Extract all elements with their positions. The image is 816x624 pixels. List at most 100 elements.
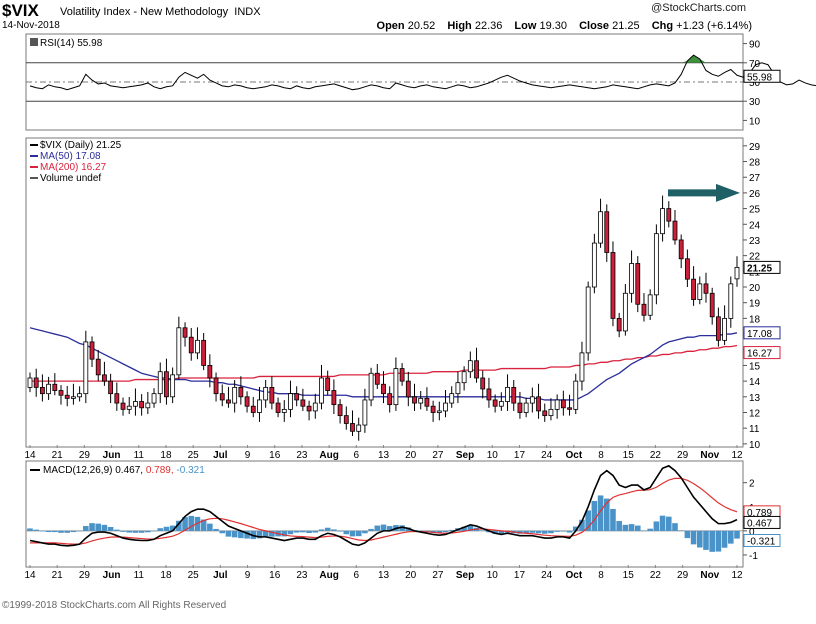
macd-histogram-bar (262, 530, 269, 537)
candle-body (58, 390, 64, 396)
candle-body (560, 399, 566, 409)
candle-body (157, 371, 163, 395)
macd-histogram-bar (678, 530, 684, 531)
brand-logo: @StockCharts.com (651, 2, 746, 14)
candle-body (269, 386, 275, 404)
macd-histogram-bar (696, 530, 703, 548)
candle-body (542, 410, 548, 417)
macd-histogram-bar (107, 527, 114, 531)
rsi-legend: RSI(14) 55.98 (40, 38, 103, 49)
macd-histogram-bar (362, 530, 368, 534)
annotation-arrow-head (716, 183, 740, 202)
macd-last-box (743, 515, 781, 529)
macd-x-tick-label: 20 (405, 570, 417, 581)
macd-histogram-bar (610, 508, 616, 531)
candle-body (95, 358, 101, 376)
candle-body (176, 327, 182, 376)
chg-value: +1.23 (+6.14%) (676, 20, 752, 32)
candle-body (77, 393, 83, 398)
candle-body (232, 386, 238, 404)
macd-legend: MACD(12,26,9) 0.467, 0.789, -0.321 (43, 465, 205, 476)
candle-body (511, 386, 517, 404)
open-label: Open (376, 20, 405, 32)
macd-histogram-bar (436, 530, 443, 534)
macd-hist-last-box (743, 534, 781, 547)
macd-histogram-bar (287, 530, 294, 535)
macd-x-tick-label: Jul (213, 570, 228, 581)
candle-body (356, 424, 362, 432)
candle-body (573, 380, 579, 410)
macd-histogram-bar (145, 530, 151, 533)
price-tick-label: 12 (749, 408, 761, 419)
candle-body (288, 393, 293, 410)
macd-histogram-bar (33, 529, 39, 531)
price-x-tick-label: 21 (52, 450, 64, 461)
macd-histogram-bar (560, 530, 567, 532)
rsi-tick-label: 10 (749, 116, 761, 127)
candle-body (616, 317, 622, 332)
price-tick-label: 25 (749, 205, 761, 216)
macd-histogram-bar (213, 528, 219, 531)
macd-histogram-bar (324, 527, 331, 531)
macd-tick-label: 0 (749, 527, 755, 538)
ma50-legend: MA(50) 17.08 (40, 151, 101, 162)
candle-body (52, 383, 58, 391)
macd-histogram-bar (231, 530, 238, 538)
macd-histogram-bar (269, 530, 275, 537)
price-x-tick-label: 9 (245, 450, 251, 461)
macd-histogram-bar (194, 516, 201, 531)
price-x-tick-label: 29 (79, 450, 91, 461)
candle-body (653, 233, 659, 296)
candle-body (709, 292, 715, 318)
macd-histogram-bar (176, 520, 182, 531)
candle-body (405, 380, 411, 398)
candle-body (579, 352, 585, 382)
macd-histogram-bar (312, 530, 319, 533)
macd-histogram-bar (690, 530, 697, 545)
candle-body (734, 267, 740, 280)
candle-body (622, 292, 628, 332)
candle-body (64, 394, 70, 399)
candle-body (722, 317, 727, 341)
candle-body (461, 371, 467, 384)
price-x-tick-label: 11 (134, 450, 145, 461)
macd-histogram-bar (634, 525, 641, 531)
macd-histogram-bar (318, 529, 325, 531)
macd-histogram-bar (114, 529, 120, 531)
macd-histogram-bar (579, 519, 585, 531)
macd-histogram-bar (45, 530, 52, 533)
macd-histogram-bar (83, 526, 89, 531)
candle-body (436, 410, 442, 413)
high-label: High (447, 20, 472, 32)
macd-histogram-bar (585, 510, 591, 531)
macd-last: 0.467 (747, 518, 772, 529)
macd-histogram-bar (653, 521, 660, 531)
candle-body (83, 341, 89, 395)
candle-body (399, 368, 405, 382)
candle-body (108, 380, 114, 395)
macd-x-tick-label: 14 (24, 570, 36, 581)
price-tick-label: 20 (749, 283, 761, 294)
macd-histogram-bar (126, 530, 133, 533)
candle-body (393, 368, 399, 406)
macd-histogram-bar (672, 523, 678, 531)
panel-frame-macd (25, 460, 744, 568)
candle-body (449, 393, 455, 404)
candle-body (238, 386, 244, 398)
low-value: 19.30 (539, 20, 568, 32)
macd-histogram-bar (306, 530, 312, 534)
macd-x-tick-label: 23 (296, 570, 308, 581)
macd-histogram-bar (207, 523, 213, 531)
macd-histogram-bar (703, 530, 709, 550)
volume-legend: Volume undef (40, 173, 101, 184)
price-tick-label: 13 (749, 393, 761, 404)
candle-body (430, 405, 436, 413)
candle-body (591, 242, 597, 288)
rsi-overbought-fill (681, 55, 706, 63)
panel-frame-price (25, 137, 744, 448)
candle-body (467, 360, 473, 373)
candle-body (691, 278, 696, 300)
macd-histogram-bar (157, 528, 164, 531)
macd-histogram-bar (461, 526, 467, 531)
